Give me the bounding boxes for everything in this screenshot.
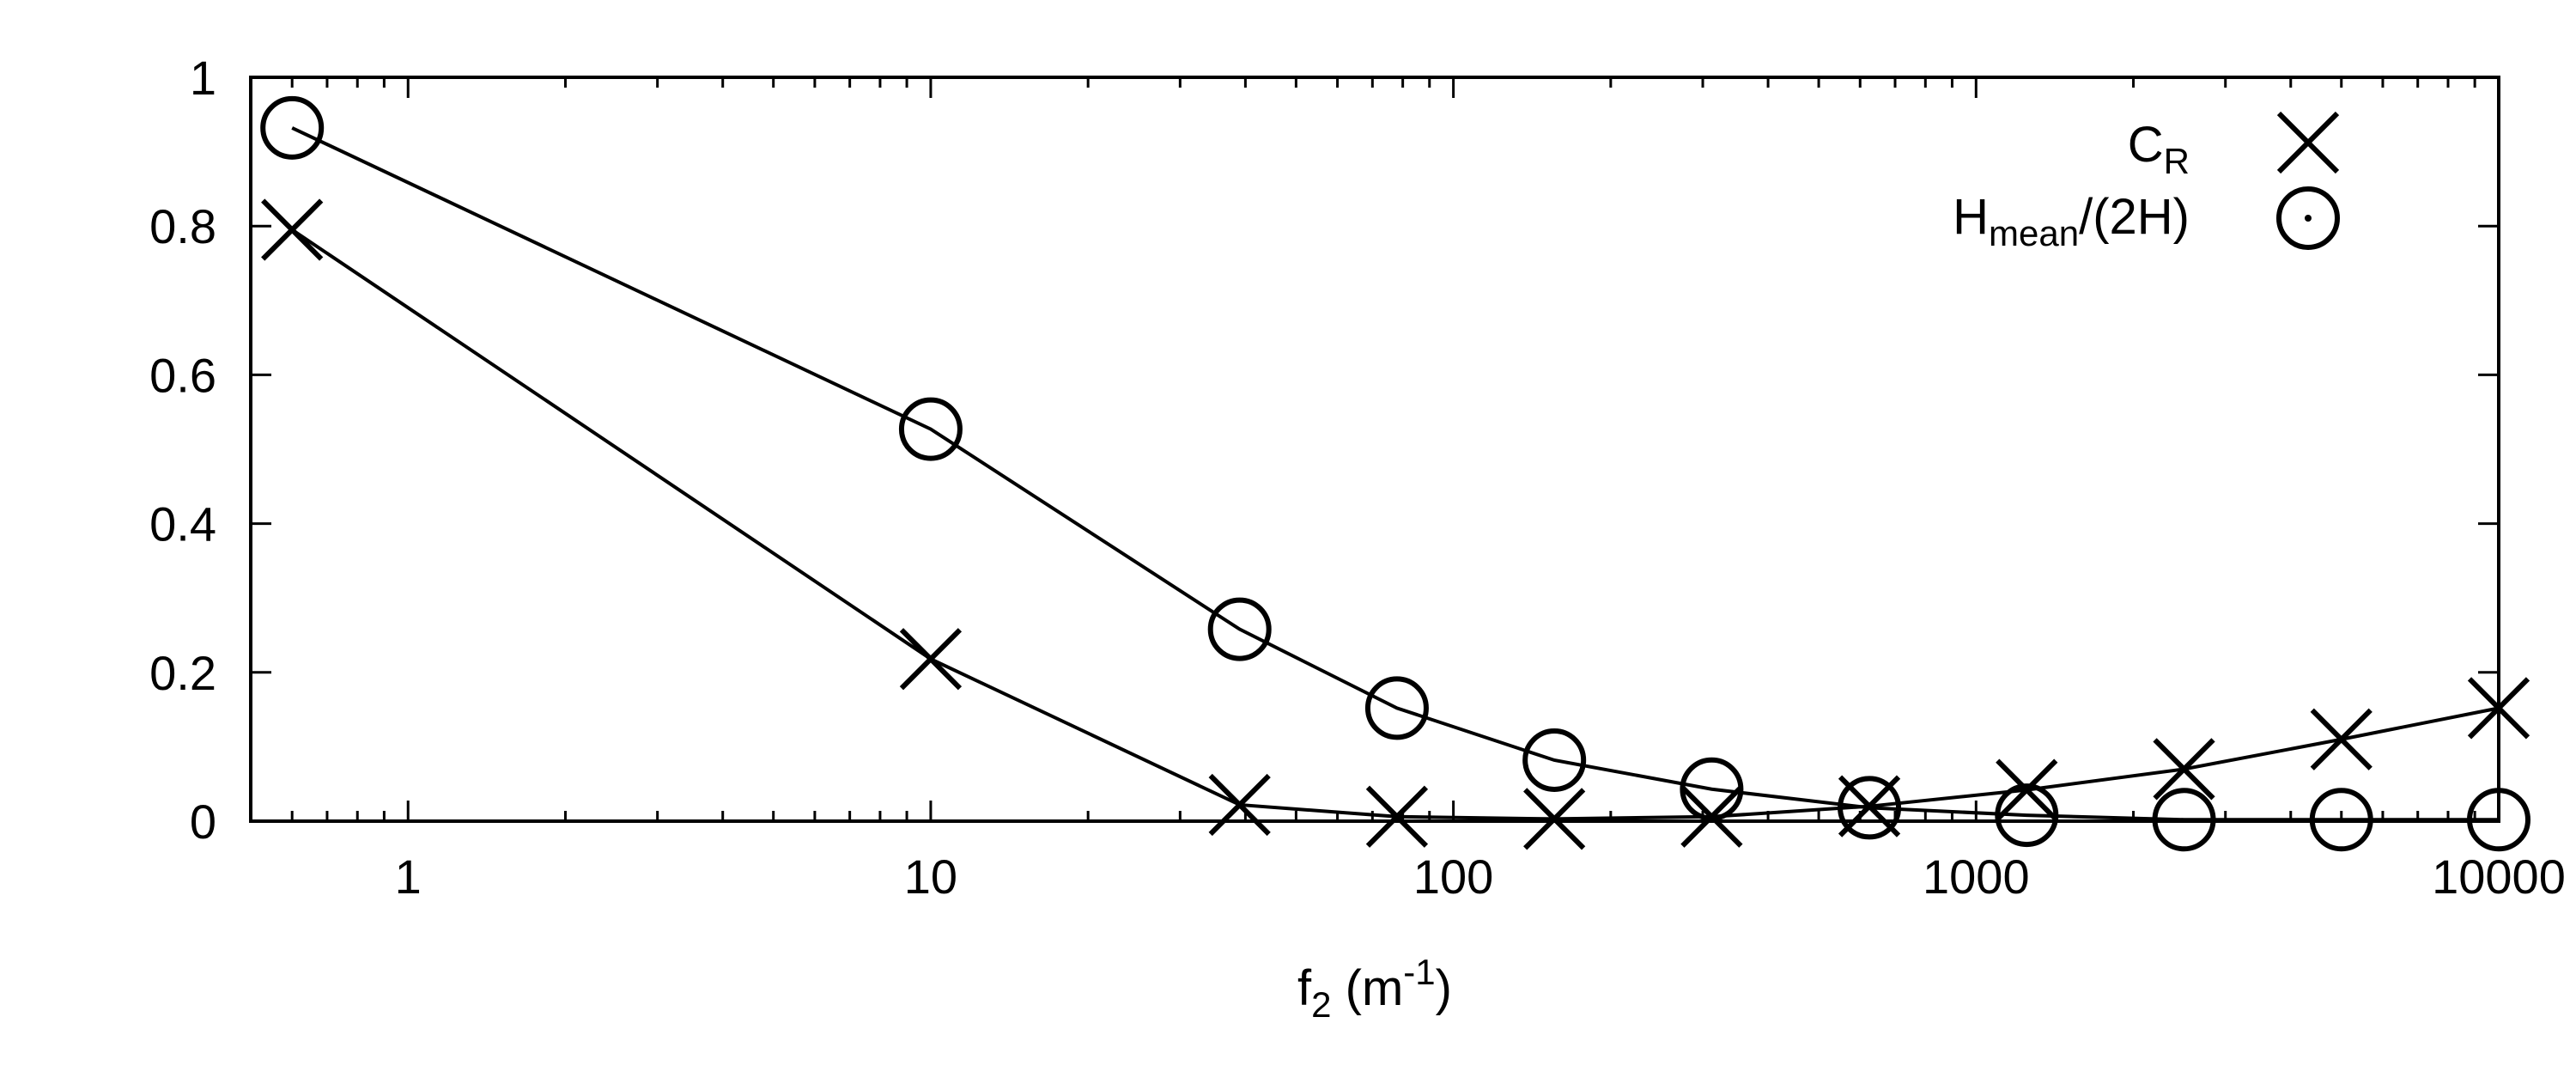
data-point-0 bbox=[1996, 758, 2058, 821]
tick-labels: 1 10 100 1000 10000 0 0.2 0.4 0.6 0.8 1 bbox=[149, 51, 2566, 904]
data-point-0-stroke-b bbox=[1365, 785, 1429, 848]
data-point-0-stroke-b bbox=[1523, 788, 1586, 850]
x-tick-label: 10 bbox=[904, 850, 957, 904]
x-axis-title-end: ) bbox=[1436, 960, 1452, 1016]
y-tick-label: 1 bbox=[190, 51, 216, 105]
data-point-0-stroke-b bbox=[2310, 708, 2372, 770]
y-tick-label: 0.4 bbox=[149, 497, 216, 551]
data-point-0-stroke-b bbox=[261, 198, 324, 261]
data-point-0-stroke-b bbox=[899, 628, 963, 691]
y-tick-label: 0 bbox=[190, 795, 216, 849]
data-point-1 bbox=[1207, 597, 1272, 661]
data-point-0 bbox=[2310, 708, 2372, 770]
x-tick-label: 100 bbox=[1413, 850, 1493, 904]
plot-frame bbox=[249, 76, 2500, 823]
data-point-0 bbox=[1208, 773, 1271, 837]
legend-label-0-main: C bbox=[2128, 117, 2164, 173]
data-point-1 bbox=[898, 397, 963, 461]
data-point-0 bbox=[261, 198, 324, 261]
x-axis-title-subscript: 2 bbox=[1311, 984, 1331, 1025]
data-point-0-stroke-b bbox=[2153, 738, 2215, 801]
legend-label-1-end: /(2H) bbox=[2079, 189, 2190, 245]
x-axis-title-mid: (m bbox=[1332, 960, 1404, 1016]
data-point-0 bbox=[1523, 788, 1586, 850]
data-point-0 bbox=[899, 628, 963, 691]
data-point-1 bbox=[1838, 776, 1902, 840]
data-point-0-stroke-b bbox=[1208, 773, 1271, 837]
legend-label-1: Hmean/(2H) bbox=[1953, 189, 2190, 253]
legend: CR Hmean/(2H) bbox=[1953, 111, 2340, 253]
data-point-1 bbox=[1364, 676, 1429, 740]
x-tick-label: 1 bbox=[395, 850, 422, 904]
data-point-1 bbox=[1680, 757, 1744, 821]
legend-marker-1-dot bbox=[2305, 215, 2312, 222]
data-point-1 bbox=[1995, 783, 2059, 848]
x-tick-label: 1000 bbox=[1923, 850, 2030, 904]
y-tick-label: 0.2 bbox=[149, 646, 216, 700]
data-point-0 bbox=[2153, 738, 2215, 801]
y-tick-label: 0.6 bbox=[149, 348, 216, 402]
data-point-1 bbox=[260, 95, 325, 160]
legend-markers bbox=[2276, 111, 2340, 250]
x-tick-label: 10000 bbox=[2432, 850, 2566, 904]
legend-label-1-main: H bbox=[1953, 189, 1989, 245]
data-point-0 bbox=[1365, 785, 1429, 848]
series-line-0 bbox=[291, 228, 2500, 821]
x-axis-title-main: f bbox=[1297, 960, 1312, 1016]
legend-label-1-subscript: mean bbox=[1989, 213, 2079, 253]
data-point-0-stroke-b bbox=[1996, 758, 2058, 821]
legend-marker-0-stroke-b bbox=[2276, 111, 2340, 174]
data-point-1 bbox=[1522, 728, 1587, 792]
legend-marker-0 bbox=[2276, 111, 2340, 174]
x-axis-title-superscript: -1 bbox=[1403, 952, 1435, 992]
y-tick-label: 0.8 bbox=[149, 199, 216, 253]
legend-label-0-subscript: R bbox=[2164, 141, 2190, 181]
x-axis-title: f2 (m-1) bbox=[1297, 952, 1452, 1025]
legend-marker-1 bbox=[2276, 186, 2340, 250]
legend-label-0: CR bbox=[2128, 117, 2190, 181]
